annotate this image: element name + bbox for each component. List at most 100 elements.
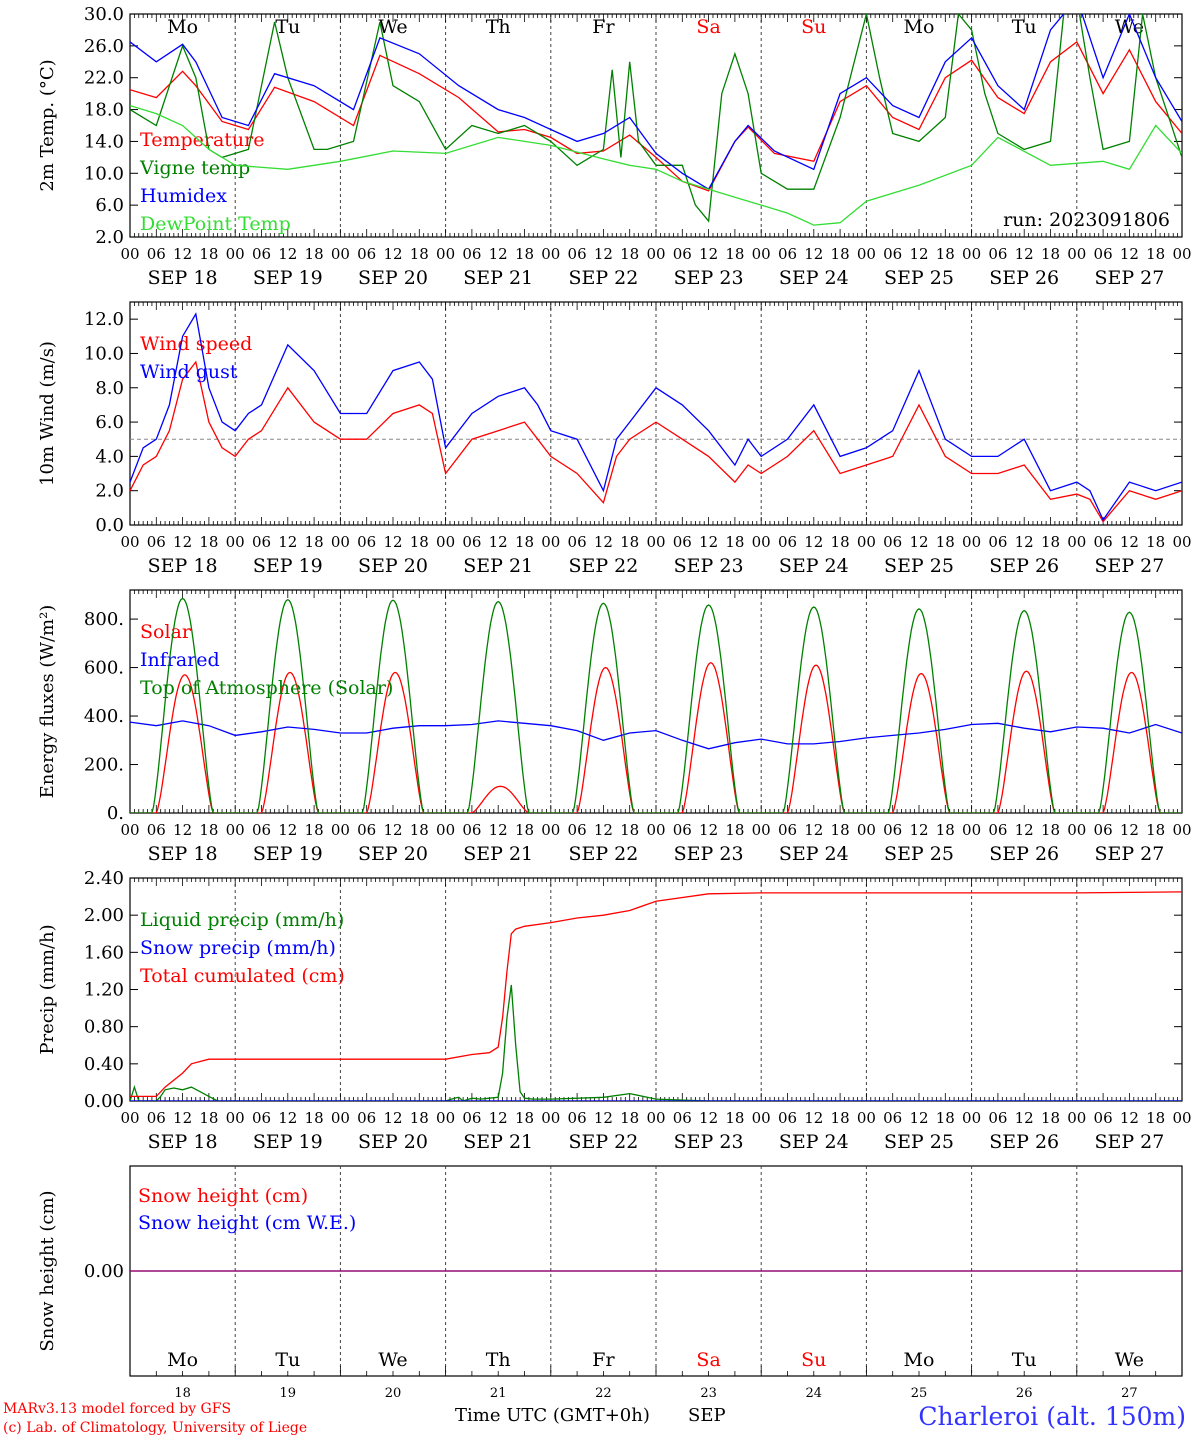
plot-frame bbox=[129, 589, 1183, 814]
hour-tick-label: 12 bbox=[909, 1109, 928, 1127]
hour-tick-label: 00 bbox=[331, 821, 350, 839]
y-tick-label: 30.0 bbox=[84, 4, 124, 25]
hour-tick-label: 12 bbox=[383, 821, 402, 839]
panel-5: 0.00 Snow height (cm) Mo Tu We Th Fr Sa Su Mo Tu We… bbox=[37, 1165, 1183, 1401]
legend-temperature: Temperature bbox=[140, 129, 264, 151]
y-tick-label: 400. bbox=[84, 706, 124, 727]
y-tick-label: 10.0 bbox=[84, 343, 124, 364]
hour-tick-label: 06 bbox=[147, 1109, 166, 1127]
hour-tick-label: 00 bbox=[331, 245, 350, 263]
day-name-label: Mo bbox=[167, 1349, 198, 1371]
hour-tick-label: 12 bbox=[1015, 1109, 1034, 1127]
hour-tick-label: 18 bbox=[831, 245, 850, 263]
day-name-label: Mo bbox=[167, 16, 198, 38]
hour-tick-label: 12 bbox=[909, 533, 928, 551]
hour-tick-label: 18 bbox=[831, 1109, 850, 1127]
hour-tick-label: 12 bbox=[699, 245, 718, 263]
date-label: SEP 25 bbox=[884, 555, 954, 577]
hour-tick-label: 06 bbox=[147, 245, 166, 263]
hour-tick-label: 06 bbox=[673, 245, 692, 263]
hour-tick-label: 12 bbox=[173, 821, 192, 839]
panel-2: 0.0 2.0 4.0 6.0 8.0 10.0 12.0 10m Wind (m/s) 00 0… bbox=[37, 301, 1192, 577]
hour-tick-label: 06 bbox=[357, 245, 376, 263]
hour-tick-label: 06 bbox=[883, 1109, 902, 1127]
hour-tick-label: 06 bbox=[147, 821, 166, 839]
y-tick-label: 2.40 bbox=[84, 868, 124, 889]
hour-tick-label: 12 bbox=[173, 245, 192, 263]
date-label: SEP 21 bbox=[463, 267, 533, 289]
hour-tick-label: 06 bbox=[988, 1109, 1007, 1127]
day-name-label: Sa bbox=[696, 1349, 720, 1371]
date-label: SEP 25 bbox=[884, 1131, 954, 1153]
hour-tick-label: 18 bbox=[620, 245, 639, 263]
date-label: SEP 18 bbox=[148, 843, 218, 865]
hour-tick-label: 18 bbox=[410, 821, 429, 839]
day-number-label: 25 bbox=[911, 1386, 928, 1401]
hour-tick-label: 18 bbox=[1041, 821, 1060, 839]
hour-tick-label: 06 bbox=[883, 245, 902, 263]
date-label: SEP 25 bbox=[884, 843, 954, 865]
date-label: SEP 18 bbox=[148, 267, 218, 289]
date-label: SEP 21 bbox=[463, 843, 533, 865]
y-axis-label: 10m Wind (m/s) bbox=[37, 341, 58, 486]
day-number-label: 27 bbox=[1121, 1386, 1138, 1401]
hour-tick-label: 06 bbox=[252, 1109, 271, 1127]
hour-tick-label: 06 bbox=[147, 533, 166, 551]
y-tick-label: 22.0 bbox=[84, 68, 124, 89]
hour-tick-label: 06 bbox=[883, 821, 902, 839]
hour-tick-label: 18 bbox=[199, 1109, 218, 1127]
hour-tick-label: 06 bbox=[568, 1109, 587, 1127]
date-label: SEP 27 bbox=[1094, 267, 1164, 289]
hour-tick-label: 12 bbox=[489, 245, 508, 263]
hour-tick-label: 06 bbox=[568, 533, 587, 551]
y-tick-label: 0.0 bbox=[95, 515, 124, 536]
hour-tick-label: 00 bbox=[120, 533, 139, 551]
hour-tick-label: 00 bbox=[1067, 1109, 1086, 1127]
date-label: SEP 18 bbox=[148, 555, 218, 577]
date-label: SEP 20 bbox=[358, 555, 428, 577]
hour-tick-label: 06 bbox=[673, 821, 692, 839]
hour-tick-label: 12 bbox=[594, 245, 613, 263]
panel-3: 0. 200. 400. 600. 800. Energy fluxes (W/m²) 00… bbox=[37, 589, 1192, 865]
panel-1: 2.0 6.0 10.0 14.0 18.0 22.0 26.0 30.0 2m Temp. (… bbox=[37, 4, 1192, 289]
day-name-label: We bbox=[378, 16, 407, 38]
hour-tick-label: 18 bbox=[305, 1109, 324, 1127]
station-name: Charleroi (alt. 150m) bbox=[918, 1402, 1186, 1431]
date-label: SEP 26 bbox=[989, 1131, 1059, 1153]
y-tick-label: 200. bbox=[84, 755, 124, 776]
hour-tick-label: 12 bbox=[594, 533, 613, 551]
hour-tick-label: 00 bbox=[120, 1109, 139, 1127]
y-tick-label: 1.60 bbox=[84, 942, 124, 963]
hour-tick-label: 18 bbox=[305, 533, 324, 551]
day-name-label: Fr bbox=[592, 16, 615, 38]
date-label: SEP 26 bbox=[989, 267, 1059, 289]
hour-tick-label: 12 bbox=[699, 821, 718, 839]
legend-snow-precip-mm-h: Snow precip (mm/h) bbox=[140, 937, 336, 959]
series-wind-gust-line bbox=[130, 312, 1182, 522]
hour-tick-label: 00 bbox=[857, 821, 876, 839]
y-tick-label: 2.0 bbox=[95, 481, 124, 502]
hour-tick-label: 06 bbox=[988, 533, 1007, 551]
hour-tick-label: 06 bbox=[1094, 533, 1113, 551]
hour-tick-label: 00 bbox=[120, 821, 139, 839]
day-name-label: We bbox=[1115, 16, 1144, 38]
date-label: SEP 24 bbox=[779, 1131, 849, 1153]
day-name-label: Tu bbox=[275, 1349, 300, 1371]
day-name-label: Tu bbox=[1012, 1349, 1037, 1371]
y-tick-label: 1.20 bbox=[84, 980, 124, 1001]
hour-tick-label: 00 bbox=[541, 533, 560, 551]
hour-tick-label: 06 bbox=[673, 1109, 692, 1127]
day-name-label: Th bbox=[486, 1349, 511, 1371]
plot-frame bbox=[129, 301, 1183, 526]
date-label: SEP 22 bbox=[568, 267, 638, 289]
hour-tick-label: 00 bbox=[646, 533, 665, 551]
series-wind-speed-line bbox=[130, 360, 1182, 523]
legend-liquid-precip-mm-h: Liquid precip (mm/h) bbox=[140, 909, 344, 931]
model-credit: MARv3.13 model forced by GFS bbox=[3, 1401, 232, 1417]
hour-tick-label: 12 bbox=[278, 533, 297, 551]
hour-tick-label: 18 bbox=[1146, 533, 1165, 551]
series-humidex-line bbox=[130, 14, 1182, 191]
hour-tick-label: 06 bbox=[462, 533, 481, 551]
legend-infrared: Infrared bbox=[140, 649, 220, 671]
